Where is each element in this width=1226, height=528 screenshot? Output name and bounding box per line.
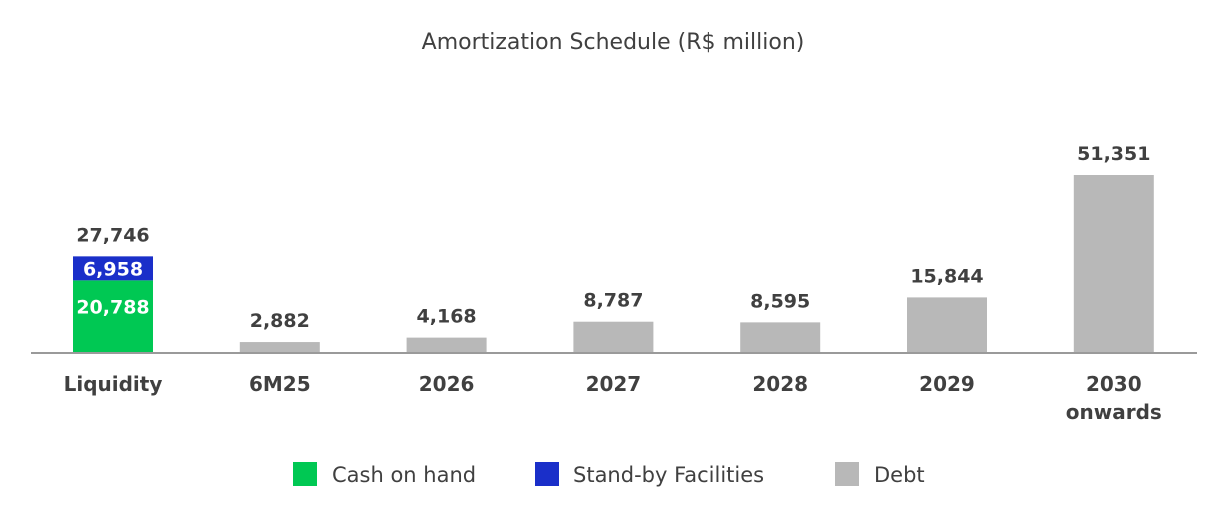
data-label-debt: 8,595 (750, 290, 810, 312)
category-label: 2028 (752, 372, 808, 396)
chart-title: Amortization Schedule (R$ million) (422, 30, 805, 55)
category-label: 6M25 (249, 372, 311, 396)
data-label-debt: 2,882 (250, 310, 310, 332)
data-label-debt: 15,844 (910, 265, 983, 287)
legend-swatch (535, 462, 559, 486)
category-label: 2029 (919, 372, 975, 396)
bar-liquidity-cash-on-hand (73, 280, 153, 352)
data-label-liquidity-total: 27,746 (76, 224, 149, 246)
legend-label: Debt (874, 463, 925, 487)
category-label: 2026 (419, 372, 475, 396)
data-label-debt: 4,168 (417, 306, 477, 328)
category-label: 2027 (586, 372, 642, 396)
bar-debt (573, 321, 654, 352)
data-label-cash-on-hand: 20,788 (76, 296, 149, 318)
category-label: 2030 onwards (1066, 372, 1162, 424)
data-label-debt: 8,787 (583, 290, 643, 312)
bar-debt (1073, 175, 1154, 352)
legend-label: Cash on hand (332, 463, 476, 487)
bar-liquidity-standby-facilities (73, 256, 153, 281)
category-labels-group: Liquidity 6M25 2026 2027 2028 2029 2030 onwards (64, 372, 1162, 424)
category-label: Liquidity (64, 372, 163, 396)
legend-label: Stand-by Facilities (573, 463, 764, 487)
bar-debt (740, 322, 821, 352)
legend-swatch (293, 462, 317, 486)
bar-debt (239, 342, 320, 352)
bar-debt (406, 337, 487, 352)
data-label-debt: 51,351 (1077, 143, 1150, 165)
bars-group (73, 175, 1154, 352)
bar-debt (907, 297, 987, 352)
legend: Cash on hand Stand-by Facilities Debt (293, 462, 925, 487)
labels-group: 20,788 6,958 27,746 2,882 4,168 8,787 8,595 15,… (76, 143, 1150, 332)
data-label-standby-facilities: 6,958 (83, 258, 143, 280)
legend-swatch (835, 462, 859, 486)
